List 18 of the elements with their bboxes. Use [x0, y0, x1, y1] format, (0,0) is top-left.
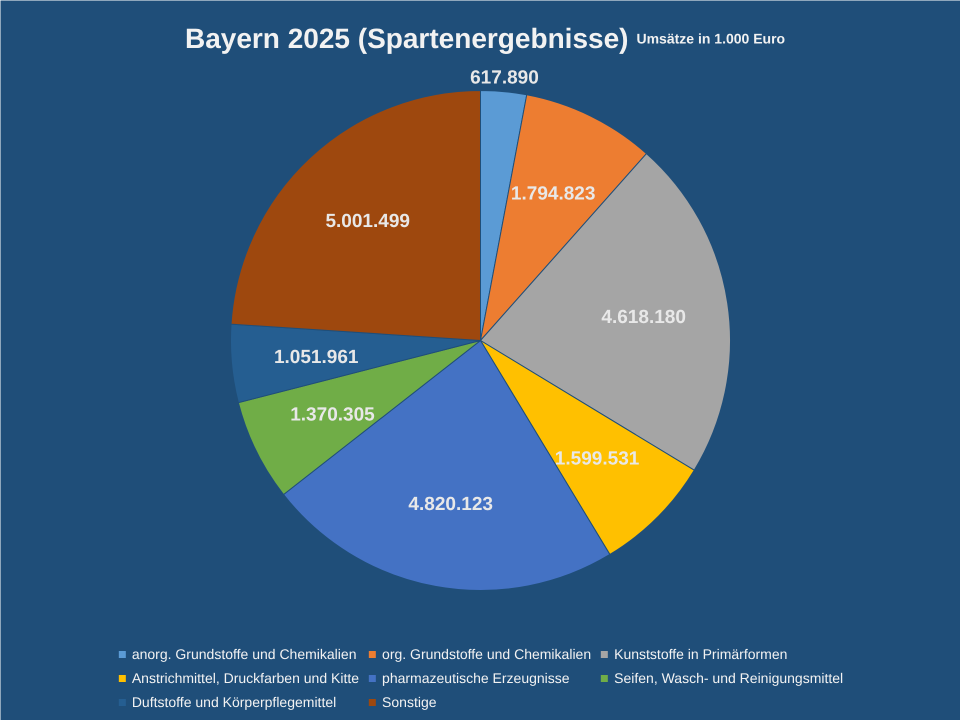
legend-label: Duftstoffe und Körperpflegemittel: [132, 694, 336, 710]
legend-label: Sonstige: [382, 694, 437, 710]
data-label: 4.820.123: [408, 494, 493, 515]
chart-subtitle: Umsätze in 1.000 Euro: [636, 30, 786, 46]
data-label: 4.618.180: [601, 306, 686, 328]
data-label: 1.370.305: [290, 404, 376, 426]
legend-label: Seifen, Wasch- und Reinigungsmittel: [614, 670, 844, 686]
legend-label: pharmazeutische Erzeugnisse: [382, 670, 570, 686]
data-label: 5.001.499: [325, 211, 410, 232]
chart-title: Bayern 2025 (Spartenergebnisse): [184, 23, 628, 54]
data-label: 1.051.961: [274, 346, 359, 368]
legend-label: anorg. Grundstoffe und Chemikalien: [132, 646, 356, 662]
legend-label: org. Grundstoffe und Chemikalien: [382, 646, 592, 662]
legend-label: Kunststoffe in Primärformen: [614, 646, 788, 662]
legend-label: Anstrichmittel, Druckfarben und Kitte: [132, 670, 360, 686]
data-label: 617.890: [470, 68, 539, 89]
data-label: 1.599.531: [554, 448, 640, 470]
data-label: 1.794.823: [510, 183, 596, 204]
